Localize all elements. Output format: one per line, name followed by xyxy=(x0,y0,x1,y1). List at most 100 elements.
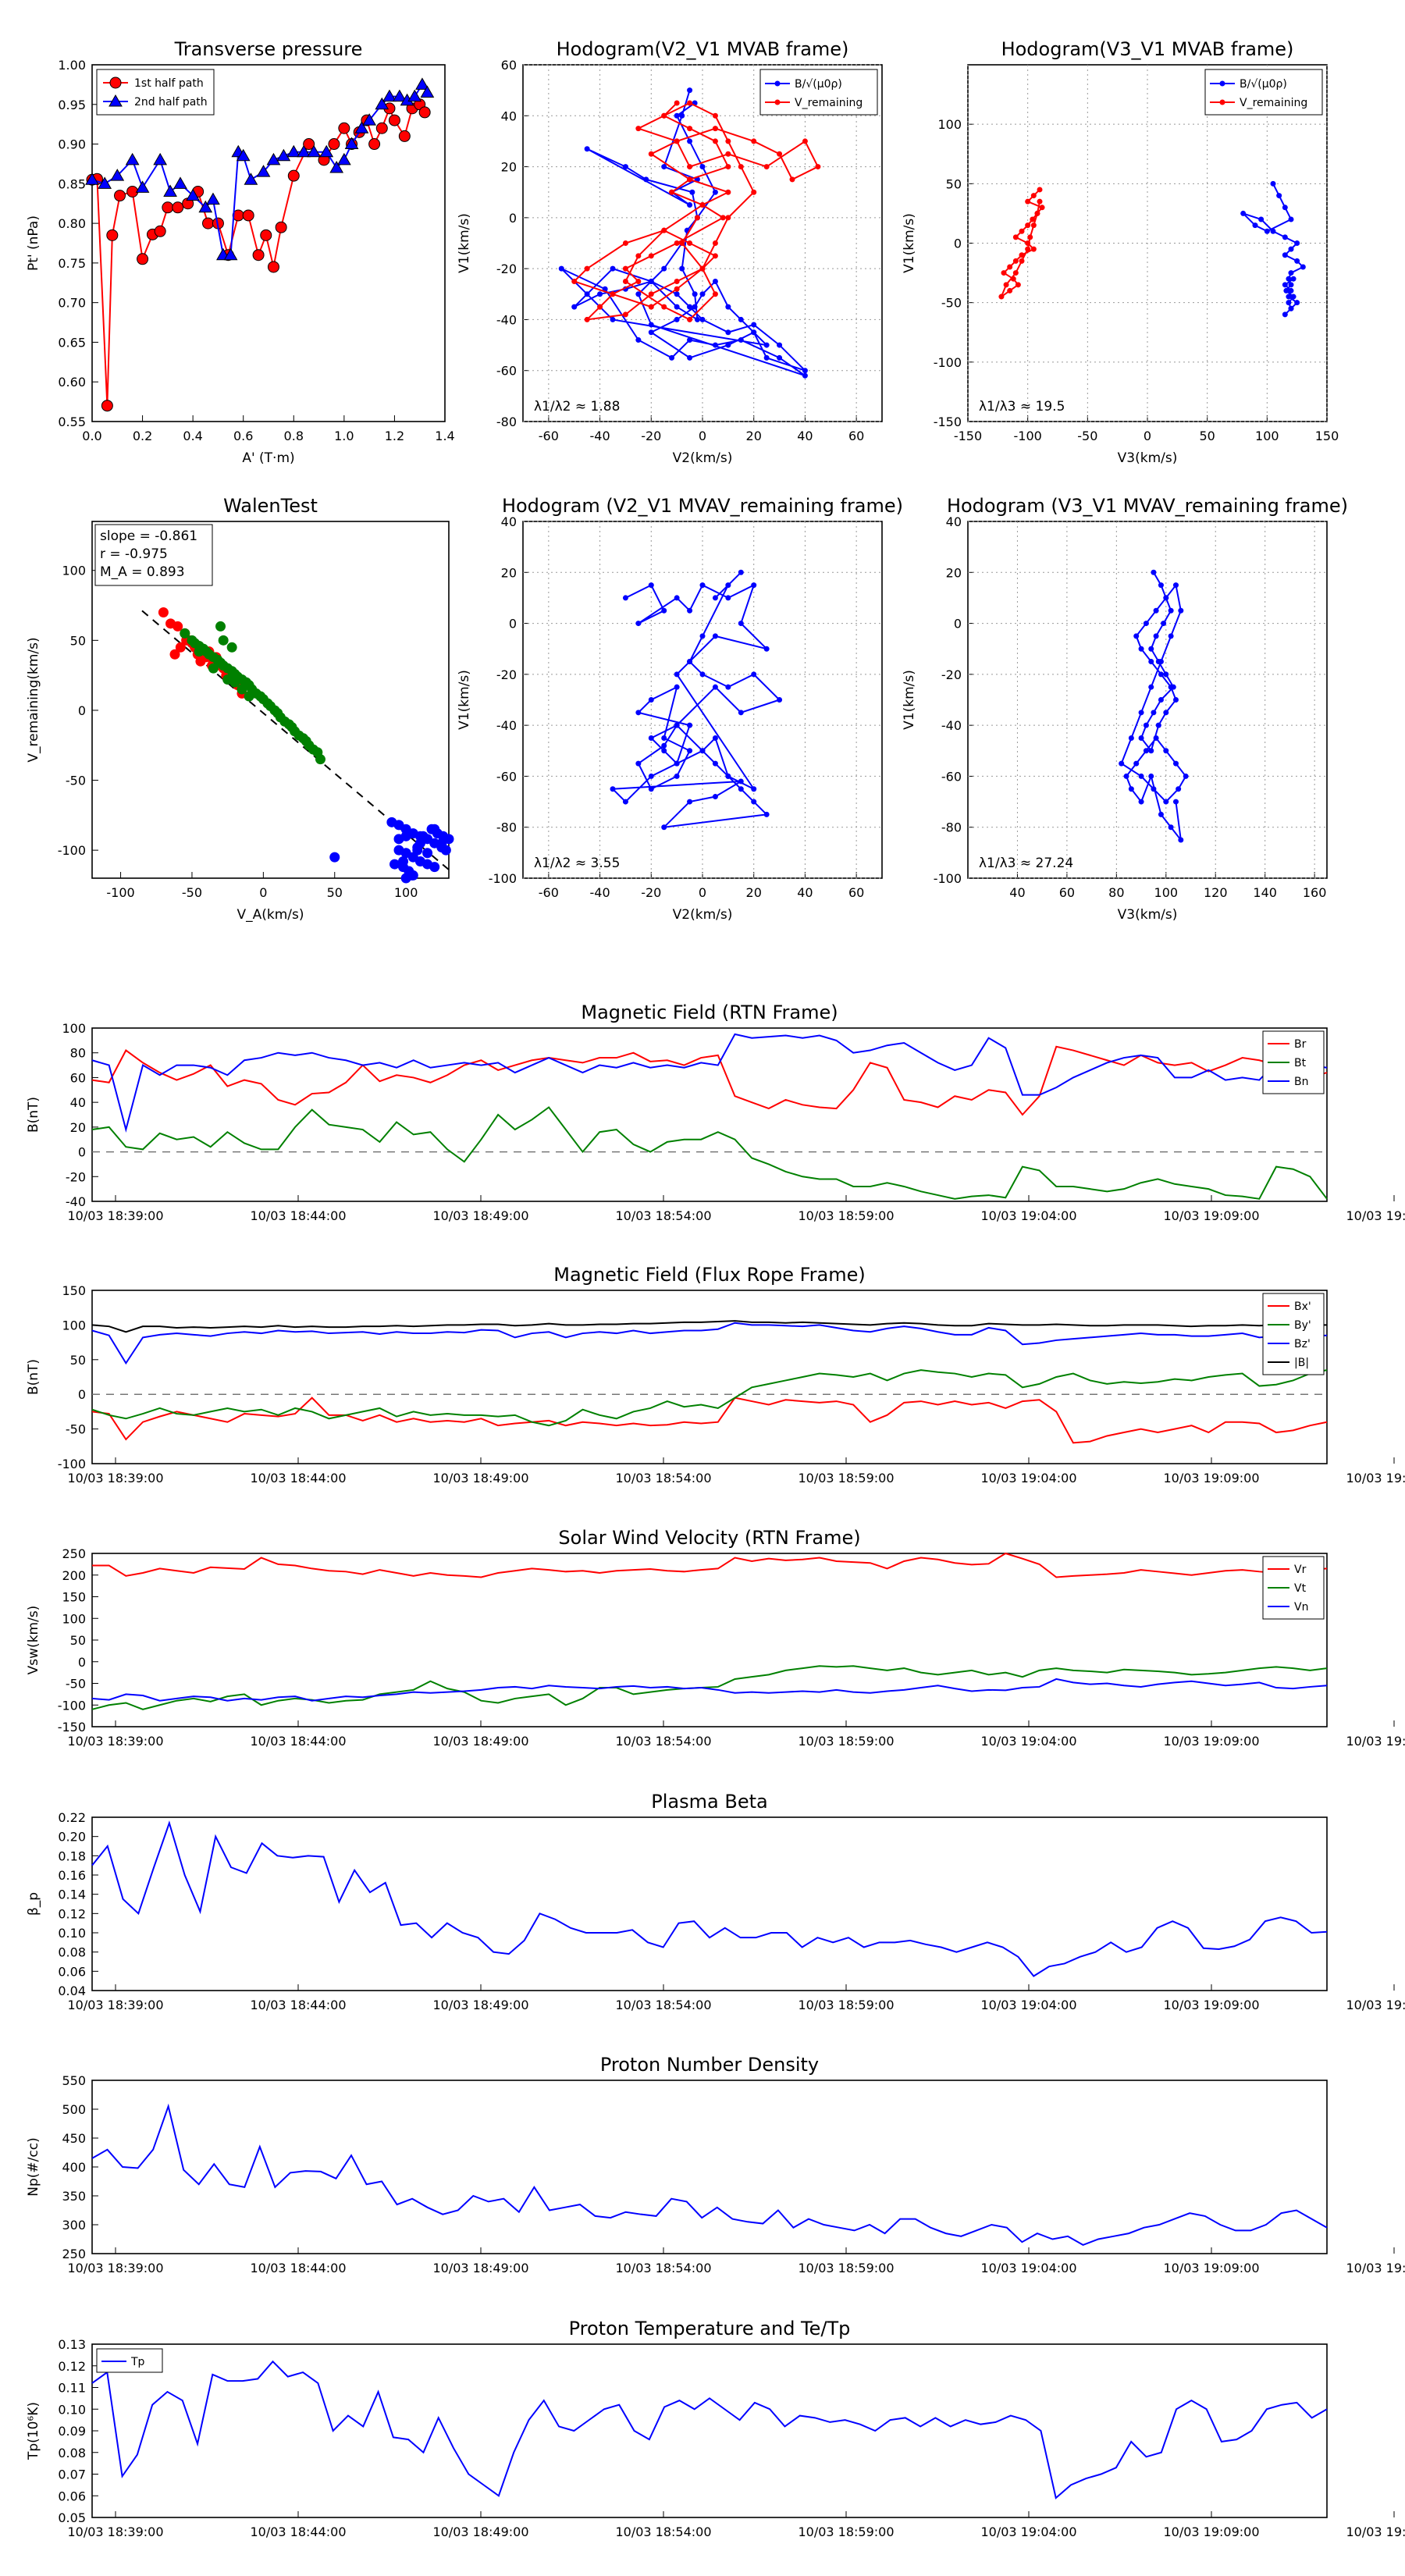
series-line xyxy=(91,1045,1328,1116)
y-tick-label: 20 xyxy=(501,565,517,580)
data-point xyxy=(597,291,603,297)
data-point xyxy=(137,253,149,265)
data-point xyxy=(687,100,693,106)
chart-title: Proton Number Density xyxy=(600,2054,819,2076)
data-point xyxy=(763,164,770,170)
data-point xyxy=(1143,621,1149,627)
data-point xyxy=(1288,246,1294,252)
data-point xyxy=(400,831,411,841)
data-point xyxy=(712,633,718,639)
data-point xyxy=(1258,216,1264,222)
data-point xyxy=(725,342,731,348)
x-tick-label: 10/03 19:14:00 xyxy=(1346,1998,1405,2012)
data-point xyxy=(398,856,409,866)
x-tick-label: 10/03 18:59:00 xyxy=(798,1208,894,1223)
y-axis-label: B(nT) xyxy=(26,1097,41,1133)
y-tick-label: 50 xyxy=(946,176,962,191)
y-tick-label: 0.16 xyxy=(58,1868,86,1883)
data-point xyxy=(1288,270,1294,276)
data-point xyxy=(802,372,808,379)
data-point xyxy=(1183,773,1189,779)
data-point xyxy=(1027,234,1033,240)
data-point xyxy=(738,786,744,792)
data-point xyxy=(110,169,125,181)
data-point xyxy=(1030,222,1037,229)
data-point xyxy=(687,164,693,170)
data-point xyxy=(1037,187,1043,193)
data-point xyxy=(1276,193,1282,199)
data-point xyxy=(1240,210,1247,216)
data-point xyxy=(648,735,654,741)
legend-label: Bt xyxy=(1294,1057,1307,1069)
data-point xyxy=(712,735,718,741)
data-point xyxy=(777,697,783,703)
y-tick-label: 50 xyxy=(70,633,86,648)
x-tick-label: 10/03 19:04:00 xyxy=(980,1734,1076,1749)
data-point xyxy=(687,659,693,665)
y-tick-label: -60 xyxy=(496,769,517,784)
y-tick-label: -20 xyxy=(496,262,517,276)
chart-hodo2: Hodogram(V3_V1 MVAB frame) -150 -100 -50 0 50… xyxy=(902,38,1339,466)
data-point xyxy=(679,112,685,119)
data-point xyxy=(998,294,1005,300)
x-tick-label: -60 xyxy=(539,885,559,900)
data-point xyxy=(699,202,706,208)
data-point xyxy=(674,304,680,310)
data-point xyxy=(85,173,99,185)
data-point xyxy=(1148,684,1154,690)
data-point xyxy=(725,189,731,195)
data-point xyxy=(622,240,628,246)
data-point xyxy=(1168,684,1174,690)
data-point xyxy=(699,633,706,639)
data-point xyxy=(751,786,757,792)
data-point xyxy=(725,582,731,589)
data-point xyxy=(1282,252,1288,258)
data-point xyxy=(1007,287,1013,294)
chart-title: Magnetic Field (RTN Frame) xyxy=(581,1002,838,1023)
data-point xyxy=(172,201,184,214)
y-tick-label: 0 xyxy=(954,237,962,251)
x-tick-label: 10/03 18:39:00 xyxy=(67,2261,163,2275)
x-tick-label: 0 xyxy=(699,429,706,443)
x-tick-label: 10/03 18:49:00 xyxy=(432,1998,528,2012)
data-point xyxy=(712,291,718,297)
data-point xyxy=(694,215,700,221)
data-point xyxy=(622,311,628,318)
data-point xyxy=(195,656,206,667)
x-tick-label: 10/03 18:59:00 xyxy=(798,1998,894,2012)
x-tick-label: -100 xyxy=(1014,429,1042,443)
data-point xyxy=(1178,607,1184,614)
data-point xyxy=(815,164,821,170)
data-point xyxy=(597,304,603,310)
x-tick-label: 50 xyxy=(1199,429,1215,443)
series-line xyxy=(91,1369,1328,1427)
data-point xyxy=(687,138,693,144)
x-tick-label: 10/03 18:44:00 xyxy=(250,2524,346,2539)
data-point xyxy=(725,151,731,157)
data-point xyxy=(687,176,693,183)
fit-line xyxy=(141,610,450,870)
data-point xyxy=(558,265,564,272)
data-point xyxy=(679,265,685,272)
data-point xyxy=(674,286,680,292)
series-line xyxy=(91,1320,1327,1333)
y-tick-label: 0.22 xyxy=(58,1810,86,1825)
data-point xyxy=(406,870,417,881)
data-point xyxy=(393,89,407,102)
x-tick-label: 10/03 18:39:00 xyxy=(67,1471,163,1485)
data-point xyxy=(712,278,718,284)
data-point xyxy=(1294,240,1300,246)
data-point xyxy=(635,337,642,343)
x-tick-label: 120 xyxy=(1204,885,1228,900)
data-point xyxy=(789,176,795,183)
x-axis-label: V2(km/s) xyxy=(673,907,733,923)
x-tick-label: -100 xyxy=(106,885,134,900)
x-tick-label: -60 xyxy=(539,429,559,443)
y-tick-label: -80 xyxy=(496,820,517,835)
data-point xyxy=(584,265,590,272)
eigenvalue-ratio: λ1/λ3 ≈ 19.5 xyxy=(979,399,1065,415)
data-point xyxy=(1151,710,1157,716)
chart-title: Hodogram(V3_V1 MVAB frame) xyxy=(1001,38,1294,60)
data-point xyxy=(1168,633,1174,639)
data-point xyxy=(738,164,744,170)
